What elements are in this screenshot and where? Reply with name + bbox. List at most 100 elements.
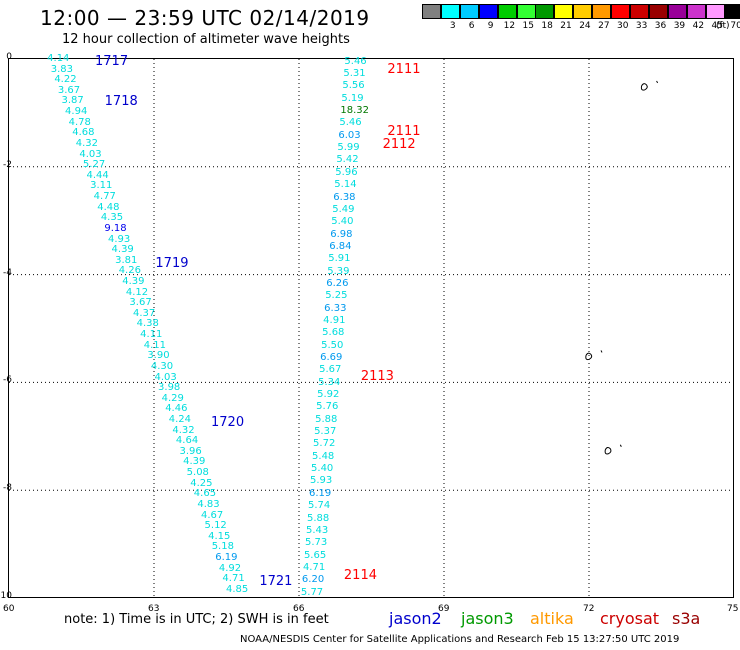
wave-height-value: 5.93 [310, 475, 333, 487]
wave-height-value: 5.46 [344, 55, 367, 67]
wave-height-value: 4.15 [208, 530, 231, 542]
pass-number-label: 1720 [211, 414, 245, 430]
island-north [640, 80, 659, 91]
wave-height-value: 5.39 [327, 265, 350, 277]
island-mid [585, 350, 603, 361]
y-tick-label: -2 [3, 159, 12, 170]
wave-height-value: 4.25 [190, 477, 213, 489]
wave-height-value: 4.46 [165, 403, 188, 415]
wave-height-value: 4.68 [72, 127, 95, 139]
wave-height-value: 4.37 [133, 307, 156, 319]
wave-height-value: 4.29 [161, 392, 184, 404]
legend-tick-label: 39 [673, 21, 686, 31]
footnote: note: 1) Time is in UTC; 2) SWH is in fe… [64, 612, 329, 627]
satellite-label-s3a: s3a [672, 609, 701, 628]
wave-height-value: 4.71 [222, 573, 245, 585]
wave-height-value: 4.35 [100, 212, 124, 224]
wave-height-value: 6.03 [338, 129, 361, 141]
pass-number-label: 1721 [259, 573, 293, 589]
wave-height-value: 5.88 [315, 413, 338, 425]
legend-swatch [705, 4, 725, 19]
wave-height-value: 4.03 [79, 148, 102, 160]
pass-number-label: 1717 [95, 53, 129, 69]
wave-height-value: 4.30 [150, 360, 174, 372]
wave-height-value: 6.98 [330, 228, 353, 240]
map-plot-area [8, 58, 734, 598]
x-tick-label: 75 [727, 604, 739, 614]
pass-number-label: 2111 [387, 123, 421, 139]
legend-swatch [497, 4, 517, 19]
legend-swatch [440, 4, 460, 19]
legend-tick-label: 6 [468, 21, 475, 31]
legend-swatch [573, 4, 593, 19]
wave-height-value: 4.91 [323, 314, 346, 326]
wave-height-value: 9.18 [104, 222, 127, 234]
legend-tick-label: 27 [598, 21, 610, 31]
legend-swatch [535, 4, 555, 19]
wave-height-value: 5.49 [332, 203, 355, 215]
y-tick-label: -8 [3, 483, 12, 494]
wave-height-value: 4.26 [118, 265, 141, 277]
wave-height-value: 5.46 [339, 117, 362, 129]
wave-height-value: 4.32 [75, 137, 99, 149]
legend-tick-label: 12 [503, 21, 516, 31]
legend-swatch [422, 4, 441, 19]
wave-height-value: 5.56 [342, 80, 365, 92]
wave-height-value: 5.14 [334, 179, 357, 191]
wave-height-value: 4.44 [86, 169, 109, 181]
wave-height-value: 5.77 [300, 586, 324, 598]
wave-height-value: 5.40 [311, 463, 334, 475]
wave-height-value: 3.67 [129, 297, 152, 309]
legend-swatch [611, 4, 630, 19]
legend-swatch [459, 4, 479, 19]
legend-tick-label: 33 [635, 21, 648, 31]
wave-height-value: 5.76 [316, 401, 339, 413]
legend-tick-label: 21 [560, 21, 572, 31]
wave-height-value: 4.38 [136, 318, 159, 330]
wave-height-value: 4.65 [193, 488, 217, 500]
legend-tick-label: 9 [487, 21, 494, 31]
wave-height-value: 3.98 [158, 382, 181, 394]
credit-line: NOAA/NESDIS Center for Satellite Applica… [240, 634, 680, 645]
legend-swatch [667, 4, 687, 19]
wave-height-value: 5.92 [317, 389, 340, 401]
legend-swatch [629, 4, 649, 19]
wave-height-value: 6.26 [326, 277, 349, 289]
wave-height-value: 4.14 [47, 53, 70, 64]
wave-height-value: 5.65 [303, 549, 327, 561]
wave-height-value: 4.03 [154, 371, 177, 383]
legend-tick-label: 45 [711, 21, 723, 31]
y-tick-label: 0 [6, 52, 12, 62]
wave-height-value: 3.96 [179, 445, 202, 457]
map-subtitle: 12 hour collection of altimeter wave hei… [62, 32, 350, 47]
wave-height-value: 4.39 [183, 456, 206, 468]
wave-height-value: 4.85 [226, 583, 249, 595]
wave-height-value: 5.12 [204, 520, 227, 532]
pass-number-label: 1719 [155, 255, 189, 271]
wave-height-value: 6.38 [333, 191, 356, 203]
wave-height-value: 4.71 [302, 561, 326, 573]
pass-number-label: 2111 [387, 61, 421, 77]
wave-height-value: 4.24 [168, 414, 192, 426]
map-title: 12:00 — 23:59 UTC 02/14/2019 [40, 6, 370, 30]
wave-height-value: 5.31 [343, 68, 366, 80]
wave-height-value: 4.93 [107, 233, 131, 245]
legend-tick-label: 18 [541, 21, 553, 31]
wave-height-value: 5.48 [312, 450, 335, 462]
wave-height-value: 5.74 [307, 500, 331, 512]
pass-number-label: 2112 [382, 137, 416, 153]
wave-height-value: 5.08 [186, 467, 209, 479]
legend-tick-label: 24 [579, 21, 591, 31]
wave-height-value: 5.91 [328, 253, 351, 265]
wave-height-value: 5.43 [305, 524, 329, 536]
pass-number-label: 1718 [104, 94, 138, 110]
wave-height-value: 5.18 [211, 541, 234, 553]
wave-height-value: 5.50 [321, 339, 344, 351]
legend-swatch [478, 4, 498, 19]
satellite-label-altika: altika [530, 609, 574, 628]
y-tick-label: -4 [3, 267, 12, 278]
wave-height-value: 6.69 [320, 352, 343, 364]
legend-swatch [592, 4, 612, 19]
legend-swatch [648, 4, 668, 19]
wave-height-value: 6.19 [309, 487, 332, 499]
